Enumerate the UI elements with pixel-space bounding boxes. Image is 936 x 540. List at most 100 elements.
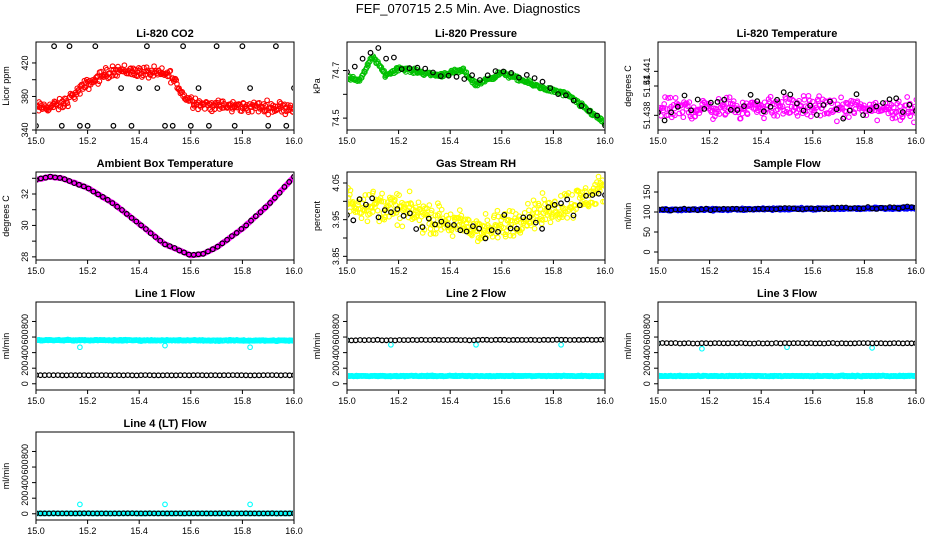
x-tick-label: 15.8 xyxy=(545,266,563,276)
data-point xyxy=(386,213,392,220)
x-tick-label: 15.6 xyxy=(182,526,200,536)
data-point xyxy=(252,213,259,220)
data-point xyxy=(381,67,387,74)
plot-frame xyxy=(346,171,606,261)
data-point xyxy=(262,204,269,211)
data-layer xyxy=(348,336,604,380)
data-point xyxy=(520,214,527,221)
series-magenta xyxy=(37,173,293,259)
x-tick-label: 16.0 xyxy=(907,136,925,146)
data-point xyxy=(351,63,358,70)
data-point xyxy=(547,219,554,226)
data-point xyxy=(477,77,483,83)
data-point xyxy=(508,69,515,76)
data-layer xyxy=(659,89,915,126)
data-point xyxy=(291,85,293,91)
x-tick-label: 15.0 xyxy=(338,136,356,146)
data-point xyxy=(415,199,422,206)
y-axis-label: degrees C xyxy=(1,195,11,237)
data-point xyxy=(846,114,852,120)
y-tick-label: 0 xyxy=(331,381,341,386)
data-point xyxy=(813,112,820,118)
x-tick-label: 15.8 xyxy=(234,136,252,146)
series-cyan xyxy=(348,337,604,380)
series-black xyxy=(659,89,915,124)
data-point xyxy=(838,94,844,101)
y-tick-label: 74.7 xyxy=(331,62,341,80)
data-point xyxy=(531,225,538,232)
data-point xyxy=(686,99,693,105)
x-tick-label: 15.4 xyxy=(130,136,148,146)
x-tick-label: 15.8 xyxy=(545,396,563,406)
data-point xyxy=(531,75,538,81)
data-point xyxy=(451,221,457,228)
chart-title: Line 1 Flow xyxy=(135,288,195,300)
data-point xyxy=(436,211,442,217)
data-point xyxy=(147,230,154,237)
data-layer xyxy=(37,173,293,259)
data-point xyxy=(231,122,238,129)
data-point xyxy=(500,224,507,231)
x-tick-label: 15.8 xyxy=(234,526,252,536)
data-point xyxy=(80,183,87,190)
data-point xyxy=(114,203,121,210)
data-point xyxy=(538,220,545,227)
chart-title: Sample Flow xyxy=(753,158,821,170)
x-tick-label: 15.0 xyxy=(338,266,356,276)
data-point xyxy=(243,222,250,229)
chart-abox: Ambient Box Temperature degrees C 15.0 15.2… xyxy=(1,158,303,276)
data-point xyxy=(192,95,199,102)
data-point xyxy=(510,232,517,239)
series-black xyxy=(37,43,293,129)
data-layer xyxy=(348,173,604,245)
data-point xyxy=(281,101,288,108)
data-point xyxy=(348,187,354,194)
y-tick-label: 420 xyxy=(20,55,30,70)
data-point xyxy=(889,115,896,122)
data-point xyxy=(272,194,278,201)
x-tick-label: 15.6 xyxy=(182,266,200,276)
x-tick-label: 15.4 xyxy=(441,266,459,276)
data-point xyxy=(457,227,464,234)
data-point xyxy=(378,198,385,205)
data-point xyxy=(874,117,881,124)
data-point xyxy=(787,91,794,98)
x-tick-label: 15.4 xyxy=(441,136,459,146)
y-tick-label: 200 xyxy=(642,361,652,376)
data-point xyxy=(394,206,401,213)
data-point xyxy=(523,71,530,78)
data-point xyxy=(64,100,71,106)
data-point xyxy=(453,73,460,80)
data-point xyxy=(361,69,368,76)
data-point xyxy=(551,199,558,205)
y-tick-label: 3.85 xyxy=(331,248,341,266)
data-point xyxy=(291,510,293,517)
data-layer xyxy=(37,43,293,129)
data-point xyxy=(595,190,602,197)
data-point xyxy=(392,196,398,203)
data-point xyxy=(500,68,507,75)
data-point xyxy=(593,201,599,207)
data-point xyxy=(696,110,703,116)
data-point xyxy=(449,233,456,239)
y-tick-label: 600 xyxy=(642,330,652,345)
chart-co2: Li-820 CO2 Licor ppm 15.0 15.2 15.4 15.6 15.8 1… xyxy=(1,28,303,146)
data-point xyxy=(596,187,603,194)
data-point xyxy=(406,188,413,195)
data-point xyxy=(444,222,451,228)
data-point xyxy=(840,115,847,122)
data-point xyxy=(708,99,714,106)
data-point xyxy=(469,232,475,239)
data-point xyxy=(785,99,792,106)
x-tick-label: 15.2 xyxy=(79,396,97,406)
data-point xyxy=(85,185,92,192)
x-tick-label: 15.8 xyxy=(856,396,874,406)
data-point xyxy=(503,228,510,234)
data-point xyxy=(359,55,366,62)
data-point xyxy=(133,72,140,79)
data-point xyxy=(110,122,117,129)
data-point xyxy=(502,231,509,238)
data-layer xyxy=(659,340,915,380)
y-axis-label: percent xyxy=(312,200,322,231)
x-tick-label: 15.6 xyxy=(493,266,511,276)
